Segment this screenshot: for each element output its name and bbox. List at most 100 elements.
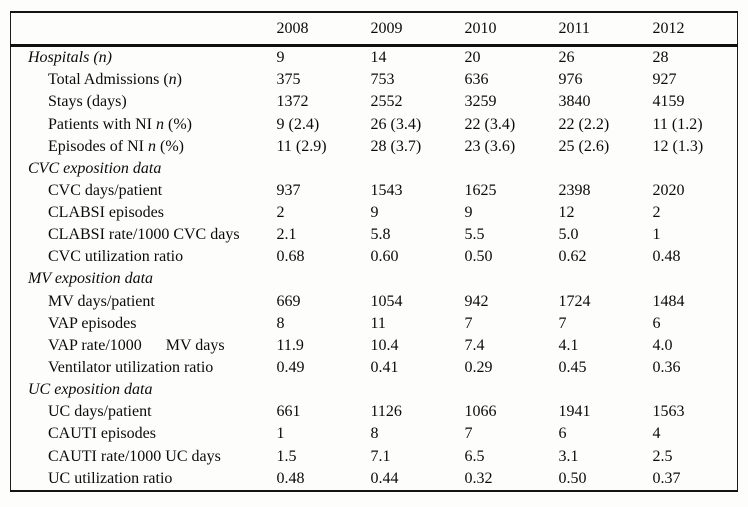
- table-row: MV exposition data: [11, 268, 738, 290]
- cell-value: 4: [652, 425, 661, 443]
- row-label: Total Admissions (n): [11, 69, 277, 91]
- cell-value: 0.37: [652, 469, 681, 487]
- cell-value: 9: [370, 204, 379, 222]
- row-label-text: Episodes of NI: [48, 137, 148, 155]
- cell-value: 0.36: [652, 359, 681, 377]
- table-row: Patients with NI n (%) 9 (2.4) 26 (3.4) 22 …: [11, 113, 738, 135]
- row-label: CAUTI episodes: [11, 423, 277, 445]
- cell-value: 1543: [370, 181, 403, 199]
- cell-value: 20: [464, 49, 481, 67]
- cell-value: 2020: [652, 181, 685, 199]
- row-label: UC days/patient: [11, 401, 277, 423]
- cell-value: 0.48: [276, 469, 305, 487]
- row-label: Ventilator utilization ratio: [11, 357, 277, 379]
- cell-value: 661: [276, 403, 301, 421]
- cell-value: 937: [276, 181, 301, 199]
- cell-value: 14: [370, 49, 387, 67]
- cell-value: 28 (3.7): [370, 137, 422, 155]
- cell-value: 12 (1.3): [652, 137, 704, 155]
- cell-value: 11.9: [276, 336, 304, 354]
- cell-value: 7: [464, 314, 473, 332]
- cell-value: 636: [464, 71, 489, 89]
- cell-value: 9 (2.4): [276, 115, 320, 133]
- cell-value: 0.62: [558, 248, 587, 266]
- cell-value: 0.50: [558, 469, 587, 487]
- cell-value: 26: [558, 49, 575, 67]
- cell-value: 942: [464, 292, 489, 310]
- cell-value: 22 (2.2): [558, 115, 610, 133]
- cell-value: 0.48: [652, 248, 681, 266]
- row-label: Stays (days): [11, 91, 277, 113]
- cell-value: 0.68: [276, 248, 305, 266]
- cell-value: [371, 158, 465, 180]
- cell-value: 10.4: [370, 336, 399, 354]
- cell-value: 0.50: [464, 248, 493, 266]
- section-row-label: MV exposition data: [11, 268, 277, 290]
- table-header: 2008 2009 2010 2011 2012: [10, 12, 738, 47]
- cell-value: 1066: [464, 403, 497, 421]
- row-label: UC utilization ratio: [11, 468, 277, 491]
- table-row: CAUTI rate/1000 UC days 1.5 7.1 6.5 3.1 2.5: [11, 446, 738, 468]
- table-body: Hospitals (n) 9 14 20 26 28 Total Admissions (…: [11, 46, 738, 492]
- cell-value: 2: [652, 204, 661, 222]
- table-row: CLABSI episodes 2 9 9 12 2: [11, 202, 738, 224]
- cell-value: 2.5: [652, 447, 673, 465]
- cell-value: [559, 158, 653, 180]
- table-row: CVC days/patient 937 1543 1625 2398 2020: [11, 180, 738, 202]
- table-row: VAP rate/1000 MV days 11.9 10.4 7.4 4.1 4.0: [11, 335, 738, 357]
- cell-value: 753: [370, 71, 395, 89]
- cell-value: [559, 268, 653, 290]
- corner-header-cell: [10, 12, 277, 47]
- year-column-header: 2011: [558, 12, 653, 47]
- cell-value: 927: [652, 71, 677, 89]
- cell-value: 0.41: [370, 359, 399, 377]
- cell-value: 22 (3.4): [464, 115, 516, 133]
- row-label: VAP rate/1000 MV days: [11, 335, 277, 357]
- cell-value: 3840: [558, 93, 591, 111]
- year-column-header: 2009: [370, 12, 465, 47]
- row-label-text: Patients with NI: [48, 115, 156, 133]
- cell-value: [559, 379, 653, 401]
- header-row: 2008 2009 2010 2011 2012: [10, 12, 738, 47]
- row-label: CLABSI rate/1000 CVC days: [11, 224, 277, 246]
- table-row: UC days/patient 661 1126 1066 1941 1563: [11, 401, 738, 423]
- cell-value: 7: [464, 425, 473, 443]
- table-row: Total Admissions (n) 375 753 636 976 927: [11, 69, 738, 91]
- cell-value: 2.1: [276, 226, 297, 244]
- cell-value: [371, 268, 465, 290]
- row-label-text: Stays (days): [48, 93, 127, 111]
- cell-value: 0.32: [464, 469, 493, 487]
- row-label-text: Hospitals (n): [28, 49, 112, 67]
- cell-value: [465, 158, 559, 180]
- cell-value: 6: [652, 314, 661, 332]
- table-row: Episodes of NI n (%) 11 (2.9) 28 (3.7) 23 (…: [11, 136, 738, 158]
- cell-value: 3259: [464, 93, 497, 111]
- year-column-header: 2008: [276, 12, 371, 47]
- cell-value: 11 (2.9): [276, 137, 327, 155]
- table-row: MV days/patient 669 1054 942 1724 1484: [11, 291, 738, 313]
- cell-value: 8: [370, 425, 379, 443]
- row-label: Episodes of NI n (%): [11, 136, 277, 158]
- table-row: UC utilization ratio 0.48 0.44 0.32 0.50 0.37: [11, 468, 738, 491]
- cell-value: 26 (3.4): [370, 115, 422, 133]
- row-label-text: n: [147, 137, 156, 155]
- cell-value: 1724: [558, 292, 591, 310]
- cell-value: [371, 379, 465, 401]
- cell-value: 11: [370, 314, 386, 332]
- cell-value: 11 (1.2): [652, 115, 703, 133]
- row-label-text: MV days/patient: [48, 292, 155, 310]
- row-label: MV days/patient: [11, 291, 277, 313]
- cell-value: [653, 158, 738, 180]
- cell-value: 1625: [464, 181, 497, 199]
- cell-value: [465, 379, 559, 401]
- cell-value: 5.0: [558, 226, 579, 244]
- row-label-text: Total Admissions (: [48, 71, 169, 89]
- cell-value: 1: [276, 425, 285, 443]
- cell-value: 0.44: [370, 469, 399, 487]
- cell-value: 6.5: [464, 447, 485, 465]
- cell-value: 9: [464, 204, 473, 222]
- cell-value: 23 (3.6): [464, 137, 516, 155]
- cell-value: 5.8: [370, 226, 391, 244]
- cell-value: 28: [652, 49, 669, 67]
